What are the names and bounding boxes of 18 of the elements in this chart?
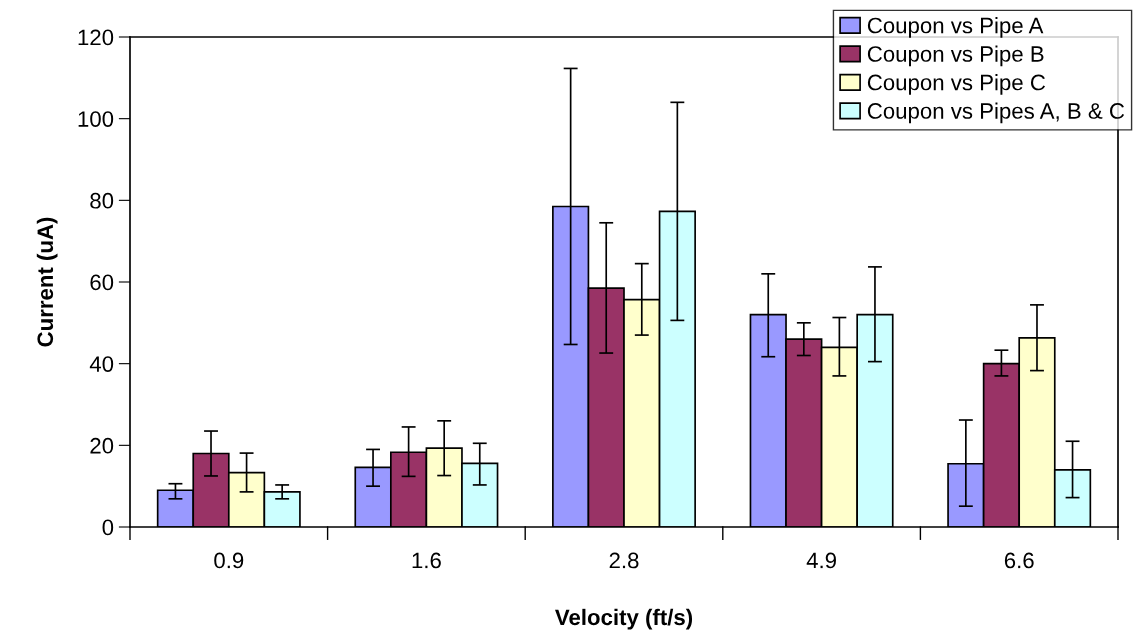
x-tick-label: 4.9: [806, 552, 836, 569]
legend-label: Coupon vs Pipes A, B & C: [867, 102, 1125, 124]
y-tick-label: 60: [90, 274, 114, 291]
x-tick-label: 6.6: [1004, 552, 1034, 569]
x-tick-label: 2.8: [609, 552, 639, 569]
legend-label: Coupon vs Pipe A: [867, 17, 1044, 38]
y-tick-label: 0: [102, 519, 114, 536]
y-tick-label: 80: [90, 192, 114, 209]
legend-label: Coupon vs Pipe B: [867, 45, 1044, 67]
legend-label: Coupon vs Pipe C: [867, 74, 1046, 95]
x-axis-title: Velocity (ft/s): [555, 608, 693, 630]
y-tick-label: 100: [78, 111, 114, 127]
x-tick-label: 1.6: [412, 552, 441, 569]
x-tick-label: 0.9: [214, 552, 244, 569]
y-tick-label: 120: [78, 29, 114, 46]
y-tick-label: 20: [90, 437, 114, 454]
y-tick-label: 40: [89, 356, 114, 372]
y-axis-title: Current (uA): [36, 217, 58, 347]
